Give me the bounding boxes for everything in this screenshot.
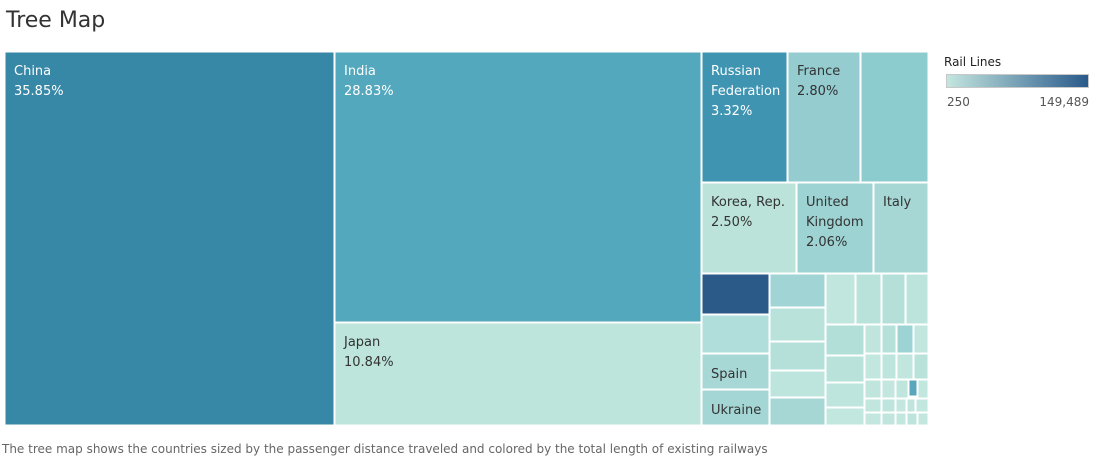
treemap-tile-small[interactable] [881,412,896,425]
treemap-tile-small[interactable] [881,353,897,380]
tile-label: United [806,195,849,210]
treemap-tile-small[interactable] [855,273,882,325]
treemap-tile[interactable] [701,353,770,390]
treemap-tile-small[interactable] [864,324,882,354]
treemap-tile-small[interactable] [896,324,914,354]
legend-title: Rail Lines [944,55,1002,69]
tile-label: Italy [883,195,912,210]
legend-max-label: 149,489 [1039,95,1089,109]
treemap-tile-small[interactable] [906,398,916,413]
treemap-tile[interactable] [334,322,702,425]
treemap-tile-small[interactable] [895,412,907,425]
legend-min-label: 250 [947,95,970,109]
treemap-tile-small[interactable] [825,382,865,408]
tile-percent: 3.32% [711,104,752,119]
tile-label: India [344,64,376,79]
chart-title: Tree Map [6,8,106,33]
tile-percent: 2.06% [806,235,847,250]
tile-percent: 10.84% [344,355,394,370]
treemap-tile-small[interactable] [908,379,918,397]
treemap-tile[interactable] [701,389,770,425]
treemap-tile-small[interactable] [881,398,896,413]
tile-label: Ukraine [711,403,761,418]
treemap-tile-small[interactable] [881,273,906,325]
treemap-tile-small[interactable] [825,407,865,425]
treemap-tile-small[interactable] [860,52,928,183]
treemap-tile[interactable] [701,52,788,183]
tile-percent: 2.80% [797,84,838,99]
tile-label: Russian [711,64,761,79]
tile-label: France [797,64,840,79]
treemap-tile-small[interactable] [917,379,928,399]
treemap-tile[interactable] [873,182,928,274]
tile-percent: 35.85% [14,84,64,99]
tile-percent: 28.83% [344,84,394,99]
treemap-tile-small[interactable] [825,355,865,383]
tile-label: Spain [711,367,747,382]
tile-label: Federation [711,84,780,99]
treemap-tile-small[interactable] [769,370,826,398]
treemap-tile-small[interactable] [864,353,882,380]
treemap-tile-small[interactable] [864,398,882,413]
treemap-tile-small[interactable] [769,397,826,425]
treemap-tile-small[interactable] [864,412,882,425]
treemap-tile-small[interactable] [701,314,770,354]
treemap-tile[interactable] [5,52,335,425]
tile-label: Kingdom [806,215,864,230]
treemap-tile[interactable] [701,182,797,274]
treemap-tile-small[interactable] [913,324,928,354]
treemap-tile[interactable] [787,52,861,183]
treemap: China 35.85% India 28.83% Japan 10.84% Russian… [5,52,928,425]
tile-label: China [14,64,51,79]
chart-caption: The tree map shows the countries sized b… [2,442,768,456]
treemap-tile-small[interactable] [881,324,897,354]
treemap-tile-small[interactable] [906,412,918,425]
treemap-tile[interactable] [796,182,874,274]
tile-label: Korea, Rep. [711,195,785,210]
treemap-tile-small[interactable] [917,412,928,425]
treemap-tile-small[interactable] [825,324,865,356]
treemap-tile-small[interactable] [701,273,770,315]
color-legend-gradient [946,74,1089,88]
treemap-tile-small[interactable] [905,273,928,325]
tile-percent: 2.50% [711,215,752,230]
treemap-tile-small[interactable] [769,273,826,308]
treemap-tile-small[interactable] [825,273,856,325]
treemap-tile-small[interactable] [896,353,914,380]
treemap-tile[interactable] [334,52,702,323]
treemap-tile-small[interactable] [864,379,882,399]
treemap-tile-small[interactable] [895,398,907,413]
treemap-tile-small[interactable] [769,307,826,342]
tile-label: Japan [343,335,380,350]
treemap-tile-small[interactable] [913,353,928,380]
treemap-tile-small[interactable] [895,379,909,399]
treemap-tile-small[interactable] [881,379,896,399]
treemap-tile-small[interactable] [915,398,928,413]
treemap-tile-small[interactable] [769,341,826,371]
